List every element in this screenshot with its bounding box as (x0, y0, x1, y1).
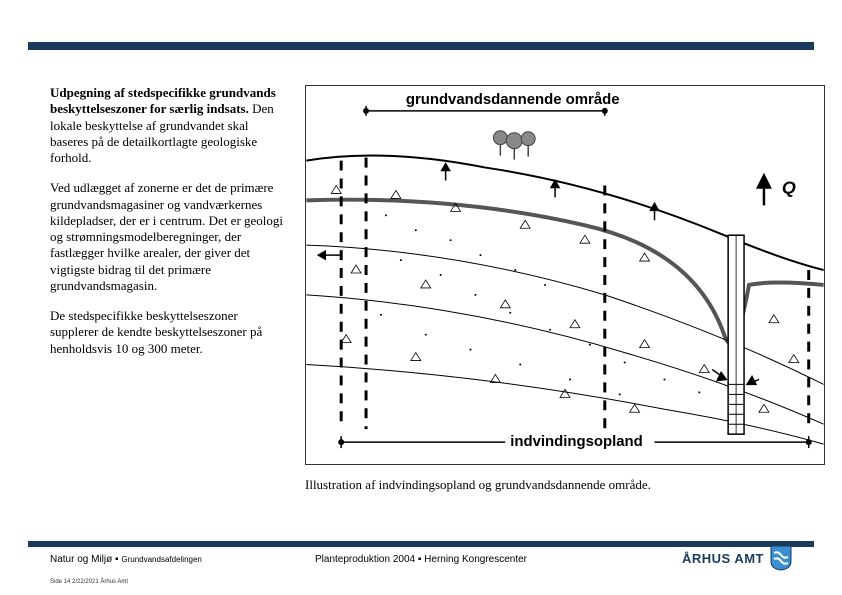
paragraph-2: Ved udlægget af zonerne er det de primær… (50, 180, 285, 294)
label-top: grundvandsdannende område (406, 91, 620, 108)
footer-brand-text: ÅRHUS AMT (682, 551, 764, 566)
footer-right: ÅRHUS AMT (682, 545, 792, 571)
slide-content: Udpegning af stedspecifikke grundvands b… (50, 85, 792, 495)
diagram-figure: grundvandsdannende område (305, 85, 825, 465)
heading-para: Udpegning af stedspecifikke grundvands b… (50, 85, 285, 166)
figure-caption: Illustration af indvindingsopland og gru… (305, 477, 825, 493)
label-bottom: indvindingsopland (510, 433, 642, 450)
top-brand-bar (28, 42, 814, 50)
tiny-footer: Side 14 2/22/2021 Århus Amt (50, 579, 128, 585)
shield-icon (770, 545, 792, 571)
heading: Udpegning af stedspecifikke grundvands b… (50, 85, 276, 116)
label-q: Q (782, 177, 796, 197)
paragraph-3: De stedspecifikke beskyttelses­zoner sup… (50, 308, 285, 357)
text-column: Udpegning af stedspecifikke grundvands b… (50, 85, 285, 357)
diagram-svg: grundvandsdannende område (306, 86, 824, 464)
